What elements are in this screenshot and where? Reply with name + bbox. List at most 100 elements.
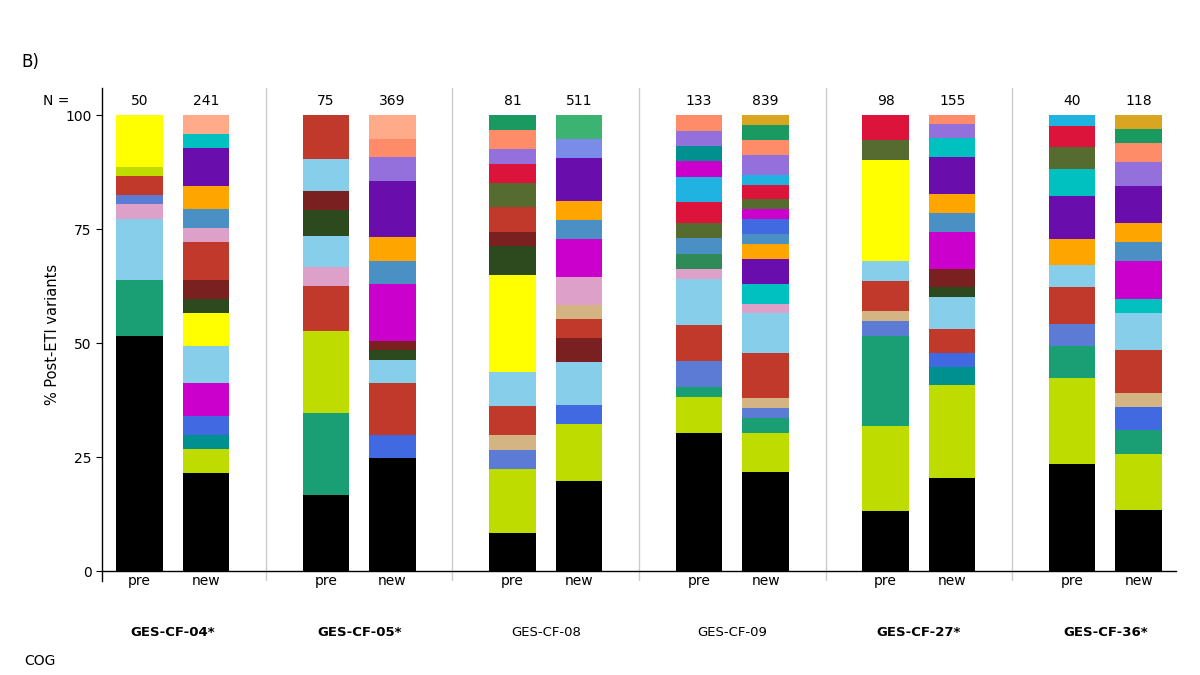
Bar	[370, 238, 416, 261]
Bar	[556, 319, 602, 338]
Bar	[743, 313, 788, 353]
Bar	[556, 405, 602, 424]
Bar	[182, 416, 229, 435]
Bar	[676, 130, 722, 146]
Bar	[490, 469, 535, 533]
Bar	[370, 341, 416, 350]
Bar	[182, 228, 229, 242]
Bar	[676, 161, 722, 177]
Bar	[490, 207, 535, 232]
Bar	[862, 140, 908, 160]
Bar	[182, 242, 229, 279]
Bar	[370, 350, 416, 360]
Bar	[370, 157, 416, 181]
Bar	[1115, 261, 1162, 298]
Bar	[370, 383, 416, 435]
Text: GES-CF-27*: GES-CF-27*	[877, 626, 961, 639]
Bar	[743, 284, 788, 304]
Bar	[1115, 143, 1162, 162]
Text: GES-CF-08: GES-CF-08	[511, 626, 581, 639]
Bar	[182, 346, 229, 383]
Text: B): B)	[22, 53, 40, 72]
Bar	[1115, 223, 1162, 242]
Bar	[1049, 169, 1096, 196]
Bar	[556, 481, 602, 571]
Bar	[1115, 454, 1162, 510]
Bar	[676, 269, 722, 279]
Bar	[929, 269, 976, 288]
Bar	[182, 115, 229, 134]
Bar	[302, 159, 349, 191]
Bar	[1115, 242, 1162, 261]
Bar	[556, 115, 602, 139]
Bar	[182, 449, 229, 472]
Bar	[302, 495, 349, 571]
Bar	[1049, 378, 1096, 464]
Bar	[116, 336, 163, 571]
Bar	[1049, 196, 1096, 238]
Text: 40: 40	[1063, 95, 1081, 108]
Bar	[676, 238, 722, 254]
Bar	[676, 325, 722, 361]
Bar	[116, 195, 163, 205]
Text: GES-CF-36*: GES-CF-36*	[1063, 626, 1147, 639]
Bar	[302, 115, 349, 159]
Text: 98: 98	[877, 95, 894, 108]
Bar	[743, 199, 788, 209]
Bar	[370, 138, 416, 157]
Bar	[1115, 162, 1162, 186]
Bar	[929, 138, 976, 157]
Bar	[743, 155, 788, 175]
Bar	[1115, 510, 1162, 571]
Bar	[370, 115, 416, 138]
Bar	[182, 435, 229, 449]
Bar	[1049, 126, 1096, 147]
Bar	[676, 177, 722, 202]
Bar	[182, 148, 229, 186]
Bar	[743, 209, 788, 219]
Bar	[743, 234, 788, 244]
Bar	[743, 418, 788, 433]
Y-axis label: % Post-ETI variants: % Post-ETI variants	[44, 263, 60, 405]
Bar	[676, 146, 722, 161]
Bar	[862, 335, 908, 426]
Bar	[490, 406, 535, 435]
Bar	[370, 458, 416, 571]
Bar	[556, 219, 602, 239]
Bar	[1049, 238, 1096, 265]
Bar	[116, 205, 163, 219]
Bar	[1049, 115, 1096, 126]
Bar	[676, 254, 722, 269]
Bar	[182, 383, 229, 416]
Text: N =: N =	[43, 95, 70, 108]
Bar	[929, 194, 976, 213]
Bar	[370, 261, 416, 284]
Bar	[676, 361, 722, 387]
Bar	[1049, 265, 1096, 287]
Bar	[743, 219, 788, 234]
Text: 241: 241	[193, 95, 220, 108]
Bar	[743, 259, 788, 284]
Bar	[929, 329, 976, 352]
Bar	[116, 279, 163, 336]
Bar	[302, 413, 349, 495]
Bar	[302, 236, 349, 267]
Bar	[1115, 186, 1162, 223]
Bar	[929, 124, 976, 138]
Bar	[556, 139, 602, 158]
Bar	[490, 149, 535, 163]
Text: 511: 511	[565, 95, 593, 108]
Bar	[182, 472, 229, 571]
Bar	[556, 200, 602, 219]
Bar	[556, 158, 602, 200]
Bar	[1115, 313, 1162, 350]
Bar	[929, 213, 976, 232]
Bar	[116, 115, 163, 167]
Bar	[490, 163, 535, 183]
Text: 133: 133	[685, 95, 712, 108]
Text: COG: COG	[24, 654, 55, 668]
Bar	[862, 321, 908, 335]
Bar	[556, 305, 602, 319]
Bar	[743, 115, 788, 125]
Bar	[302, 210, 349, 236]
